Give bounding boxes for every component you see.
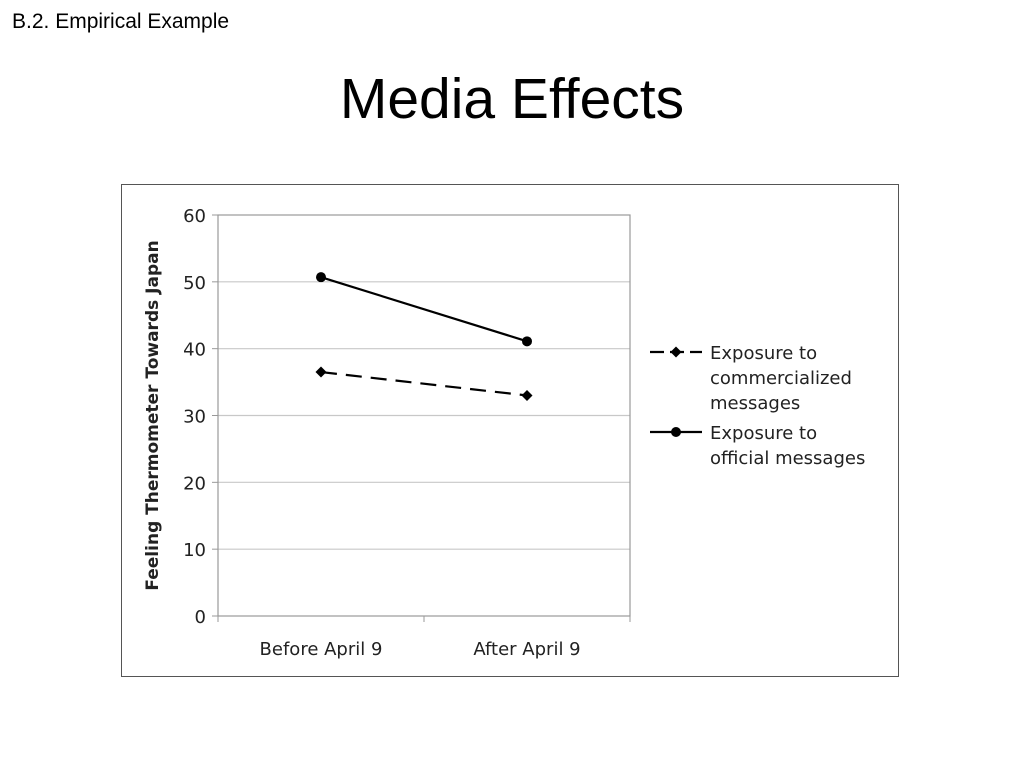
data-point-diamond (670, 346, 682, 358)
x-tick-label: After April 9 (473, 639, 580, 660)
data-point-circle (671, 427, 681, 437)
x-tick-label: Before April 9 (260, 639, 383, 660)
chart-frame (121, 184, 899, 677)
grid-lines (218, 281, 630, 550)
y-tick-label: 0 (195, 607, 206, 628)
data-point-circle (522, 336, 532, 347)
data-point-diamond (315, 366, 327, 378)
section-label: B.2. Empirical Example (12, 10, 230, 33)
data-point-circle (316, 272, 326, 283)
series-line (320, 276, 528, 343)
y-tick-label: 30 (183, 407, 206, 428)
legend: Exposure to commercialized messages Exposur… (650, 343, 865, 469)
legend-label: Exposure to (710, 423, 817, 444)
y-tick-label: 50 (183, 273, 206, 294)
y-tick-label: 20 (183, 473, 206, 494)
legend-label: Exposure to (710, 343, 817, 364)
legend-label: commercialized (710, 368, 852, 389)
y-tick-label: 10 (183, 540, 206, 561)
slide-title: Media Effects (339, 67, 685, 131)
y-tick-labels: 0 10 20 30 40 50 60 (183, 206, 218, 628)
legend-label: official messages (710, 448, 865, 469)
y-tick-label: 40 (183, 340, 206, 361)
x-tick-labels: Before April 9 After April 9 (217, 616, 631, 660)
series-line (320, 370, 528, 397)
legend-label: messages (710, 393, 800, 414)
y-axis-title: Feeling Thermometer Towards Japan (143, 240, 163, 590)
series-lines (315, 272, 533, 401)
data-point-diamond (521, 389, 533, 401)
y-tick-label: 60 (183, 206, 206, 227)
